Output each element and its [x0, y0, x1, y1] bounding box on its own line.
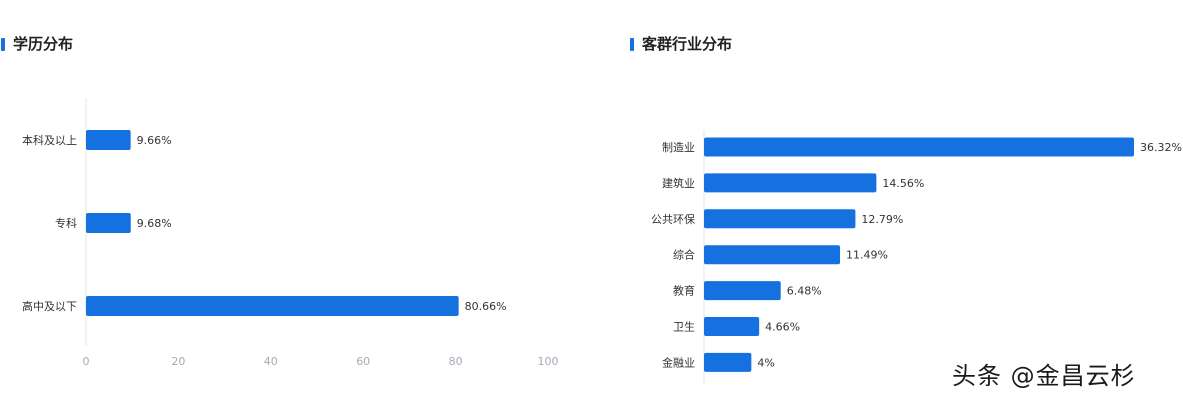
industry-value-label: 4.66%	[765, 321, 800, 334]
education-bar	[86, 130, 131, 150]
industry-bar	[704, 173, 877, 193]
industry-category-label: 综合	[673, 248, 695, 262]
education-category-label: 本科及以上	[22, 133, 77, 147]
industry-category-label: 制造业	[662, 140, 695, 154]
education-category-label: 专科	[55, 216, 77, 230]
title-accent-bar	[1, 37, 5, 51]
industry-bar	[704, 317, 760, 336]
industry-category-label: 建筑业	[662, 176, 695, 190]
industry-category-label: 公共环保	[651, 212, 695, 226]
education-x-tick-label: 60	[356, 355, 370, 368]
industry-chart-title: 客群行业分布	[630, 33, 732, 55]
education-chart-title-text: 学历分布	[13, 35, 74, 53]
industry-value-label: 6.48%	[787, 285, 822, 298]
education-x-tick-label: 40	[264, 355, 278, 368]
education-chart-title: 学历分布	[1, 33, 73, 55]
education-value-label: 9.66%	[137, 134, 172, 147]
industry-bar	[704, 352, 752, 372]
education-bar	[86, 213, 131, 233]
industry-bar	[704, 137, 1134, 157]
education-x-tick-label: 0	[83, 355, 90, 368]
education-value-label: 9.68%	[137, 217, 172, 230]
education-bar	[86, 296, 459, 316]
industry-value-label: 36.32%	[1140, 141, 1182, 154]
industry-value-label: 11.49%	[846, 249, 888, 262]
industry-category-label: 教育	[673, 284, 695, 298]
education-category-label: 高中及以下	[22, 299, 77, 313]
industry-bar	[704, 245, 841, 265]
industry-bar	[704, 209, 856, 229]
watermark-text: 头条 @金昌云杉	[952, 362, 1136, 390]
industry-value-label: 14.56%	[882, 177, 924, 190]
industry-bar	[704, 281, 781, 301]
industry-chart-title-text: 客群行业分布	[642, 35, 733, 53]
title-accent-bar	[630, 37, 634, 51]
education-x-tick-label: 100	[538, 355, 559, 368]
education-x-tick-label: 80	[449, 355, 463, 368]
industry-category-label: 金融业	[662, 355, 695, 369]
education-value-label: 80.66%	[465, 300, 507, 313]
education-x-tick-label: 20	[171, 355, 185, 368]
industry-value-label: 4%	[757, 356, 774, 369]
industry-category-label: 卫生	[673, 320, 695, 334]
industry-value-label: 12.79%	[861, 213, 903, 226]
